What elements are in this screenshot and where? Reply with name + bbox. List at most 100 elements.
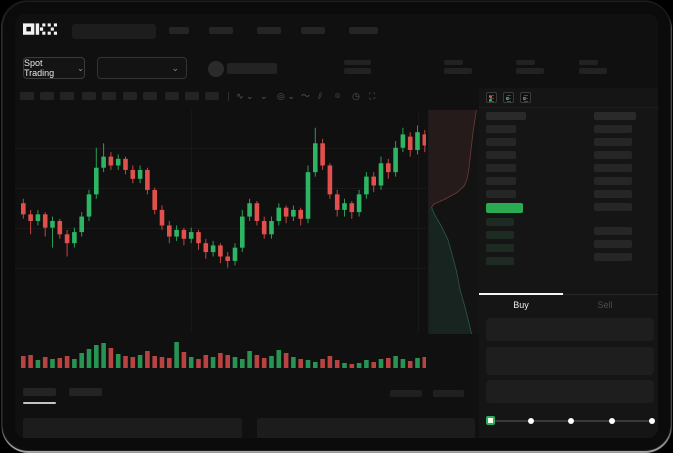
nav-item[interactable] <box>257 27 281 34</box>
okx-logo <box>23 23 57 35</box>
candle-style-icon[interactable]: ∿ ⌄ <box>236 91 254 101</box>
stat-value-placeholder <box>579 68 607 74</box>
orders-table-placeholder <box>23 418 242 438</box>
tab-sell[interactable]: Sell <box>597 300 613 310</box>
buy-tab-underline <box>479 293 563 295</box>
pair-name-placeholder <box>227 63 277 74</box>
timeframe-button[interactable] <box>20 92 34 100</box>
gridline <box>418 110 419 332</box>
orderbook-row[interactable] <box>486 177 516 185</box>
screenshot-icon[interactable]: ⌾ <box>335 91 341 101</box>
stat-label-placeholder <box>516 60 535 65</box>
overlay-line-icon[interactable]: 〜 <box>301 91 311 101</box>
panel-action-button[interactable] <box>390 390 422 397</box>
price-change-placeholder <box>344 68 371 74</box>
orderbook-row[interactable] <box>486 244 514 252</box>
orderbook-row[interactable] <box>594 190 632 198</box>
orderbook-row[interactable] <box>594 177 632 185</box>
indicator-icon[interactable]: ◎ ⌄ <box>277 91 295 101</box>
timeframe-button[interactable] <box>205 92 219 100</box>
slider-handle[interactable] <box>486 416 495 425</box>
divider <box>479 107 658 108</box>
market-mode-selector[interactable]: Spot Trading ⌄ <box>23 57 85 79</box>
orderbook-view-asks-icon[interactable] <box>520 92 531 103</box>
timeframe-button[interactable] <box>123 92 137 100</box>
candlestick-chart[interactable] <box>15 110 426 332</box>
bottom-tab[interactable] <box>23 388 56 396</box>
timeframe-button[interactable] <box>40 92 54 100</box>
stat-value-placeholder <box>444 68 472 74</box>
stat-label-placeholder <box>579 60 598 65</box>
orderbook-amount-column[interactable] <box>594 112 636 266</box>
volume-chart[interactable] <box>15 338 426 370</box>
chart-interval-icon[interactable]: ⌄ <box>260 91 268 101</box>
nav-item[interactable] <box>209 27 233 34</box>
draw-tools-icon[interactable]: ⫽ <box>318 91 323 101</box>
orderbook-row[interactable] <box>486 218 514 226</box>
gridline <box>15 227 426 229</box>
gridline <box>191 110 192 332</box>
orderbook-price-column[interactable] <box>486 112 526 270</box>
orderbook-row[interactable] <box>486 164 516 172</box>
orderbook-trade-panel: Buy Sell <box>479 88 658 438</box>
timeframe-button[interactable] <box>143 92 157 100</box>
orders-table-placeholder <box>257 418 475 438</box>
orderbook-gap <box>594 216 636 224</box>
orderbook-row[interactable] <box>594 227 632 235</box>
nav-item[interactable] <box>169 27 189 34</box>
orderbook-row[interactable] <box>486 151 516 159</box>
app-screen: Spot Trading ⌄ ⌄ ∿ ⌄ ⌄ ◎ ⌄ 〜 ⫽ ⌾ ◷ ⛶ <box>15 14 658 438</box>
divider <box>479 294 658 295</box>
timeframe-button[interactable] <box>102 92 116 100</box>
orderbook-row[interactable] <box>486 138 516 146</box>
timeframe-button[interactable] <box>165 92 179 100</box>
nav-item[interactable] <box>349 27 378 34</box>
panel-action-button[interactable] <box>433 390 464 397</box>
timeframe-button[interactable] <box>60 92 74 100</box>
bottom-tab[interactable] <box>69 388 102 396</box>
orderbook-row[interactable] <box>486 231 514 239</box>
orderbook-row[interactable] <box>486 257 514 265</box>
depth-chart[interactable] <box>428 110 479 334</box>
tab-buy[interactable]: Buy <box>513 300 529 310</box>
gridline <box>15 187 426 189</box>
orderbook-view-bids-icon[interactable] <box>503 92 514 103</box>
slider-stop[interactable] <box>608 418 615 424</box>
orderbook-row[interactable] <box>594 240 632 248</box>
pair-selector[interactable]: ⌄ <box>97 57 187 79</box>
slider-stop[interactable] <box>568 418 574 424</box>
market-mode-label: Spot Trading <box>24 58 55 78</box>
orderbook-row[interactable] <box>486 190 516 198</box>
gridline <box>15 147 426 149</box>
search-input[interactable] <box>72 24 156 39</box>
amount-input[interactable] <box>486 347 654 375</box>
orderbook-view-both-icon[interactable] <box>486 92 497 103</box>
orderbook-column-header <box>594 112 636 120</box>
orderbook-row[interactable] <box>594 151 632 159</box>
orderbook-column-header <box>486 112 526 120</box>
last-price-highlight[interactable] <box>486 203 523 213</box>
pair-icon <box>208 61 224 77</box>
orderbook-row[interactable] <box>594 138 632 146</box>
total-input[interactable] <box>486 380 654 403</box>
orderbook-row[interactable] <box>594 253 632 261</box>
chevron-down-icon: ⌄ <box>171 62 179 73</box>
orderbook-row[interactable] <box>486 125 516 133</box>
orderbook-view-toggles <box>486 92 531 103</box>
orderbook-row[interactable] <box>594 203 632 211</box>
history-icon[interactable]: ◷ <box>352 91 360 101</box>
orderbook-row[interactable] <box>594 125 632 133</box>
timeframe-button[interactable] <box>185 92 199 100</box>
price-input[interactable] <box>486 318 654 341</box>
slider-stop[interactable] <box>527 418 534 424</box>
fullscreen-icon[interactable]: ⛶ <box>369 91 376 101</box>
amount-slider[interactable] <box>486 416 655 425</box>
chevron-down-icon: ⌄ <box>77 63 84 73</box>
timeframe-button[interactable] <box>82 92 96 100</box>
divider <box>228 92 229 101</box>
slider-stop[interactable] <box>649 418 655 424</box>
stat-value-placeholder <box>516 68 544 74</box>
orderbook-row[interactable] <box>594 164 632 172</box>
nav-item[interactable] <box>301 27 325 34</box>
